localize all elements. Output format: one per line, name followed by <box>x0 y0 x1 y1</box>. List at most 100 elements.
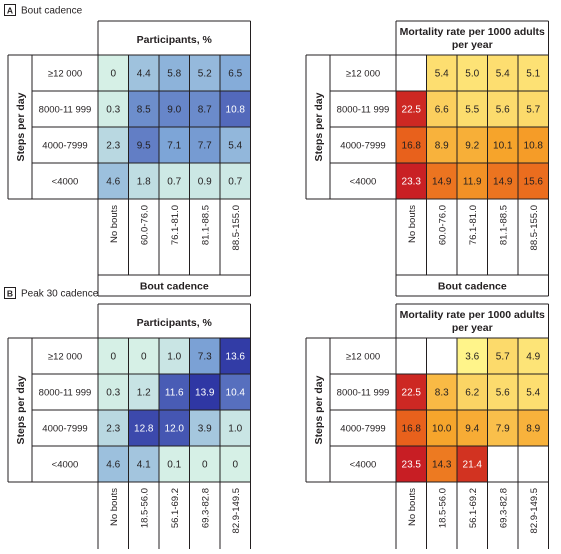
cell-value-label: 8.5 <box>137 105 151 116</box>
cell-value-label: 2.3 <box>106 141 120 152</box>
cell-value-label: 13.6 <box>226 352 246 363</box>
cell-value-label: 4.6 <box>106 177 120 188</box>
heatmap-a-participants: 0 4.4 5.8 5.2 6.5 0.3 8.5 9.0 8.7 10.8 2.3 9.5 7.1 7.… <box>7 20 251 297</box>
heatmap-cell <box>128 55 159 91</box>
cell-value-label: 0 <box>141 352 147 363</box>
cell-value-label: 8.9 <box>526 424 540 435</box>
heatmap-title: Mortality rate per 1000 adults per year <box>400 309 545 334</box>
row-label: 4000-7999 <box>42 141 87 152</box>
cell-value-label: 5.7 <box>526 105 540 116</box>
heatmap-cell <box>457 446 488 482</box>
cell-value-label: 8.9 <box>435 141 449 152</box>
cell-value-label: 5.8 <box>167 69 181 80</box>
panel-title: Bout cadence <box>21 6 83 17</box>
cell-value-label: 0 <box>202 460 208 471</box>
cell-value-label: 7.3 <box>198 352 212 363</box>
column-axis-title: Bout cadence <box>140 281 209 293</box>
cell-value-label: 6.6 <box>435 105 449 116</box>
heatmap-cell <box>426 374 457 410</box>
heatmap-title-line: Participants, % <box>137 317 213 329</box>
heatmap-cell <box>220 374 251 410</box>
heatmap-cell <box>98 374 129 410</box>
heatmap-cell <box>98 410 129 446</box>
heatmap-cell <box>98 338 129 374</box>
heatmap-cell <box>128 410 159 446</box>
row-label: ≥12 000 <box>48 352 82 363</box>
row-axis-title: Steps per day <box>313 375 325 444</box>
cell-value-label: 1.0 <box>228 424 242 435</box>
cell-value-label: 1.8 <box>137 177 151 188</box>
heatmap-cell <box>518 163 549 199</box>
heatmap-cell <box>128 91 159 127</box>
heatmap-cell <box>189 374 220 410</box>
cell-value-label: 5.4 <box>228 141 242 152</box>
heatmap-title: Participants, % <box>137 317 213 329</box>
row-label: ≥12 000 <box>48 69 82 80</box>
heatmap-cell <box>396 91 427 127</box>
heatmap-cell <box>159 127 190 163</box>
heatmap-cell <box>518 374 549 410</box>
cell-value-label: 8.7 <box>198 105 212 116</box>
heatmap-cell <box>159 446 190 482</box>
column-label: No bouts <box>407 205 418 243</box>
column-label: 69.3-82.8 <box>200 488 211 528</box>
heatmap-cell <box>159 338 190 374</box>
cell-value-label: 0.3 <box>106 105 120 116</box>
heatmap-cell <box>220 163 251 199</box>
column-label: 82.9-149.5 <box>231 488 242 533</box>
row-label: 8000-11 999 <box>337 388 390 399</box>
row-axis-title: Steps per day <box>15 92 27 161</box>
cell-value-label: 0 <box>232 460 238 471</box>
heatmap-cell <box>518 410 549 446</box>
heatmap-cell <box>518 127 549 163</box>
cell-value-label: 23.3 <box>402 177 422 188</box>
cell-value-label: 0.7 <box>228 177 242 188</box>
cell-value-label: 14.9 <box>432 177 452 188</box>
column-label: 81.1-88.5 <box>498 205 509 245</box>
cell-value-label: 5.4 <box>435 69 449 80</box>
cell-value-label: 10.8 <box>524 141 544 152</box>
cell-value-label: 10.1 <box>493 141 513 152</box>
cell-value-label: 10.8 <box>226 105 246 116</box>
heatmap-cell <box>189 163 220 199</box>
cell-value-label: 4.1 <box>137 460 151 471</box>
heatmap-cell <box>518 55 549 91</box>
heatmap-cell <box>518 91 549 127</box>
cell-value-label: 11.6 <box>165 388 184 399</box>
cell-value-label: 15.6 <box>524 177 544 188</box>
heatmap-cell <box>457 55 488 91</box>
cell-value-label: 9.2 <box>465 141 479 152</box>
column-label: 82.9-149.5 <box>529 488 540 533</box>
row-label: 8000-11 999 <box>39 105 92 116</box>
heatmap-cell <box>189 91 220 127</box>
cell-value-label: 13.9 <box>195 388 215 399</box>
heatmap-cell <box>457 163 488 199</box>
heatmap-cell <box>426 127 457 163</box>
column-label: No bouts <box>407 488 418 526</box>
panel-title: Peak 30 cadence <box>21 289 99 300</box>
heatmap-cell <box>220 338 251 374</box>
heatmap-title-line: Mortality rate per 1000 adults <box>400 309 545 321</box>
panel-header-a: A Bout cadence <box>4 4 83 17</box>
heatmap-title: Participants, % <box>137 34 213 46</box>
heatmap-cell <box>426 446 457 482</box>
heatmap-cell <box>426 163 457 199</box>
cell-value-label: 2.3 <box>106 424 120 435</box>
heatmap-cell <box>159 91 190 127</box>
heatmap-cell <box>487 410 518 446</box>
heatmap-title-line: Mortality rate per 1000 adults <box>400 26 545 38</box>
cell-value-label: 0 <box>110 69 116 80</box>
heatmap-cell <box>189 55 220 91</box>
row-label: <4000 <box>350 177 377 188</box>
cell-value-label: 14.3 <box>432 460 452 471</box>
heatmap-cell <box>189 338 220 374</box>
cell-value-label: 5.2 <box>198 69 212 80</box>
cell-value-label: 6.5 <box>228 69 242 80</box>
heatmap-cell <box>189 446 220 482</box>
row-label: 8000-11 999 <box>337 105 390 116</box>
column-label: 18.5-56.0 <box>437 488 448 528</box>
heatmap-title: Mortality rate per 1000 adults per year <box>400 26 545 51</box>
cell-value-label: 16.8 <box>402 141 422 152</box>
heatmap-cell <box>457 410 488 446</box>
